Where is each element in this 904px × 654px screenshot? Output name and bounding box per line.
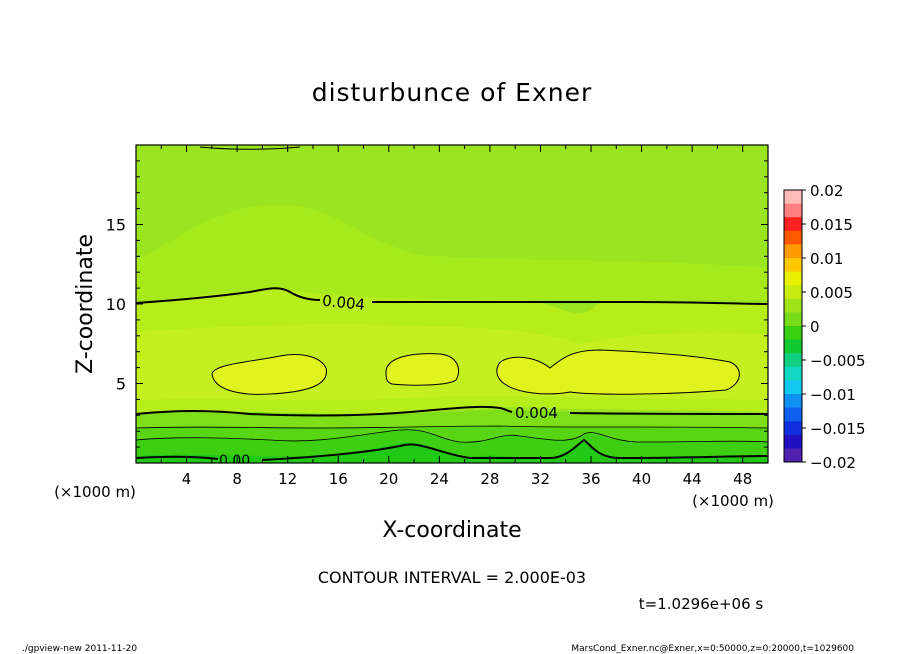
z-unit-label: (×1000 m) xyxy=(54,483,136,501)
colorbar-swatch xyxy=(784,448,802,463)
colorbar-swatch xyxy=(784,434,802,449)
core-middle xyxy=(385,353,460,386)
footer-right: MarsCond_Exner.nc@Exner,x=0:50000,z=0:20… xyxy=(571,644,854,654)
contour-line-thin-1 xyxy=(136,425,768,429)
y-tick-label: 5 xyxy=(116,375,126,394)
colorbar-tick-label: 0 xyxy=(810,318,820,336)
colorbar-swatch xyxy=(784,285,802,300)
x-tick-label: 48 xyxy=(733,470,752,488)
contour-line-0.00 xyxy=(136,438,768,461)
x-tick-label: 44 xyxy=(683,470,702,488)
x-axis-ticks: 4 8 12 16 20 24 28 32 36 40 44 48 xyxy=(160,145,752,488)
colorbar-tick-label: −0.02 xyxy=(810,454,856,472)
colorbar-tick-label: 0.015 xyxy=(810,216,853,234)
colorbar-swatch xyxy=(784,421,802,436)
colorbar-swatch xyxy=(784,312,802,327)
colorbar-swatch xyxy=(784,298,802,313)
colorbar-swatch xyxy=(784,230,802,245)
contour-line-0.004-lower xyxy=(136,405,768,417)
colorbar-tick-label: −0.015 xyxy=(810,420,866,438)
colorbar-swatch xyxy=(784,394,802,408)
colorbar-tick-label: 0.01 xyxy=(810,250,843,268)
x-tick-label: 20 xyxy=(379,470,398,488)
contour-fill: 0.004 0.004 0.00 xyxy=(136,145,768,469)
x-tick-label: 8 xyxy=(232,470,242,488)
colorbar-swatch xyxy=(784,380,802,395)
y-axis-ticks: 5 10 15 xyxy=(106,160,768,448)
x-tick-label: 36 xyxy=(581,470,600,488)
footer-left: ./gpview-new 2011-11-20 xyxy=(22,644,137,654)
colorbar-swatch xyxy=(784,190,802,204)
contour-line-top xyxy=(199,146,301,150)
x-tick-label: 24 xyxy=(430,470,449,488)
colorbar-swatch xyxy=(784,203,802,218)
x-tick-label: 12 xyxy=(278,470,297,488)
colorbar-swatch xyxy=(784,366,802,381)
contour-label-bottom: 0.00 xyxy=(219,453,250,469)
chart-title: disturbunce of Exner xyxy=(312,78,593,107)
upper-band xyxy=(136,204,768,300)
x-tick-label: 4 xyxy=(182,470,192,488)
core-right xyxy=(496,349,740,395)
colorbar-ticks: 0.02 0.015 0.01 0.005 0 −0.005 −0.01 −0.015 −0.0… xyxy=(802,182,866,472)
x-tick-label: 40 xyxy=(632,470,651,488)
contour-label-upper: 0.004 xyxy=(321,292,366,314)
contour-label-lower: 0.004 xyxy=(515,404,558,422)
core-left xyxy=(211,354,327,395)
y-tick-label: 15 xyxy=(106,216,126,235)
colorbar-tick-label: 0.02 xyxy=(810,182,843,200)
x-unit-label: (×1000 m) xyxy=(692,492,774,510)
colorbar-swatch xyxy=(784,244,802,259)
contour-line-0.004-upper xyxy=(136,287,768,305)
time-text: t=1.0296e+06 s xyxy=(639,595,764,613)
x-tick-label: 28 xyxy=(480,470,499,488)
colorbar-tick-label: −0.005 xyxy=(810,352,866,370)
x-axis-label: X-coordinate xyxy=(382,518,521,543)
x-tick-label: 32 xyxy=(531,470,550,488)
colorbar-swatch xyxy=(784,339,802,354)
y-axis-label: Z-coordinate xyxy=(73,234,98,374)
contour-interval-text: CONTOUR INTERVAL = 2.000E-03 xyxy=(318,568,586,587)
colorbar-swatch xyxy=(784,326,802,340)
colorbar-tick-label: 0.005 xyxy=(810,284,853,302)
colorbar-swatch xyxy=(784,407,802,422)
lower-band-3 xyxy=(136,429,768,463)
colorbar-swatch xyxy=(784,271,802,286)
colorbar-swatch xyxy=(784,258,802,272)
colorbar-tick-label: −0.01 xyxy=(810,386,856,404)
contour-line-thin-2 xyxy=(136,429,768,443)
colorbar-swatch xyxy=(784,353,802,368)
colorbar xyxy=(784,190,802,463)
y-tick-label: 10 xyxy=(106,295,126,314)
x-tick-label: 16 xyxy=(329,470,348,488)
colorbar-swatch xyxy=(784,217,802,232)
